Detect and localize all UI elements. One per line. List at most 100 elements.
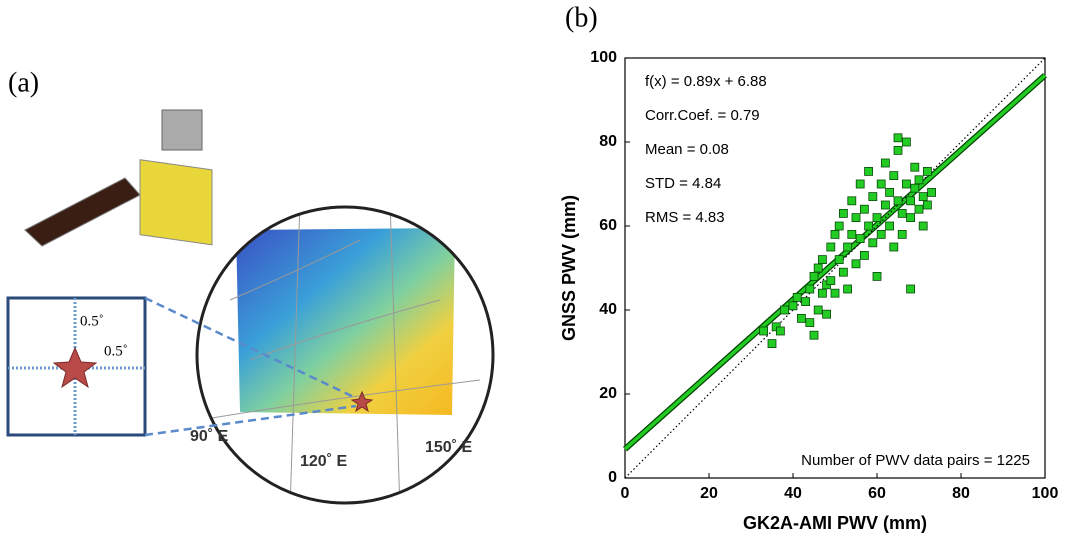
point: [818, 288, 827, 298]
x-axis-label: GK2A-AMI PWV (mm): [743, 513, 927, 533]
y-tick-label: 100: [590, 49, 617, 66]
point: [872, 271, 882, 281]
point: [906, 284, 915, 294]
annotation: Corr.Coef. = 0.79: [645, 107, 760, 124]
point: [868, 192, 878, 202]
point: [809, 271, 819, 281]
point: [876, 229, 886, 239]
globe-outline: [195, 205, 495, 505]
star: [350, 390, 374, 413]
reference-line: [624, 57, 1046, 479]
x-tick-label: 0: [621, 485, 630, 502]
annotation: f(x) = 0.89x + 6.88: [645, 73, 767, 90]
point: [813, 263, 823, 273]
annotation: Mean = 0.08: [645, 141, 729, 158]
point: [839, 267, 848, 277]
point: [864, 221, 873, 231]
longitude-label: 150˚ E: [425, 439, 472, 456]
x-tick-label: 60: [868, 485, 886, 502]
point: [923, 200, 932, 210]
y-tick-label: 80: [599, 133, 617, 150]
point: [906, 213, 915, 223]
star: [52, 346, 98, 389]
point: [897, 208, 907, 218]
point: [851, 259, 861, 269]
x-tick-label: 80: [952, 485, 970, 502]
point: [868, 238, 878, 248]
point: [797, 313, 806, 323]
point: [839, 208, 848, 218]
point: [902, 137, 911, 147]
point: [927, 187, 936, 197]
point: [864, 166, 873, 176]
point: [830, 229, 840, 239]
point: [918, 192, 928, 202]
point: [893, 145, 903, 155]
x-tick-label: 100: [1032, 485, 1059, 502]
point: [809, 330, 819, 340]
point: [860, 204, 869, 214]
y-axis-label: GNSS PWV (mm): [559, 195, 579, 341]
point: [876, 179, 886, 189]
point: [897, 229, 907, 239]
point: [872, 213, 882, 223]
y-tick-label: 0: [608, 469, 617, 486]
point: [780, 305, 789, 315]
point: [776, 326, 785, 336]
point: [918, 221, 928, 231]
point: [834, 221, 844, 231]
point: [855, 179, 865, 189]
point: [910, 162, 920, 172]
zoom-connector: [144, 404, 357, 437]
point: [788, 301, 798, 311]
point: [805, 284, 815, 294]
point: [767, 339, 777, 349]
point: [813, 305, 823, 315]
point: [885, 221, 894, 231]
point: [893, 196, 903, 206]
point: [792, 292, 802, 302]
x-tick-label: 20: [700, 485, 718, 502]
point: [847, 229, 857, 239]
x-tick-label: 40: [784, 485, 802, 502]
point: [801, 297, 810, 307]
y-tick-label: 20: [599, 385, 617, 402]
point: [830, 288, 840, 298]
point: [906, 196, 915, 206]
panel-label: (b): [565, 2, 598, 33]
satellite: [24, 109, 213, 247]
point: [855, 234, 865, 244]
point: [885, 187, 894, 197]
point: [818, 255, 827, 265]
annotation: Number of PWV data pairs = 1225: [801, 452, 1030, 469]
annotation: STD = 4.84: [645, 175, 721, 192]
longitude-label: 120˚ E: [300, 453, 347, 470]
point: [860, 250, 869, 260]
point: [847, 196, 857, 206]
zoom-label: 0.5˚: [104, 343, 128, 359]
y-tick-label: 40: [599, 301, 617, 318]
point: [851, 213, 861, 223]
annotation: RMS = 4.83: [645, 209, 725, 226]
point: [914, 204, 924, 214]
point: [923, 166, 932, 176]
longitude-label: 90˚ E: [190, 428, 229, 445]
point: [881, 158, 890, 168]
point: [822, 309, 831, 319]
point: [893, 133, 903, 143]
point: [889, 242, 899, 252]
point: [826, 276, 836, 286]
point: [914, 175, 924, 185]
point: [881, 200, 890, 210]
point: [826, 242, 836, 252]
point: [759, 326, 768, 336]
point: [834, 255, 844, 265]
point: [843, 284, 852, 294]
panel-label: (a): [8, 67, 39, 98]
point: [843, 242, 852, 252]
point: [910, 183, 920, 193]
y-tick-label: 60: [599, 217, 617, 234]
point: [805, 318, 815, 328]
zoom-label: 0.5˚: [80, 313, 104, 329]
